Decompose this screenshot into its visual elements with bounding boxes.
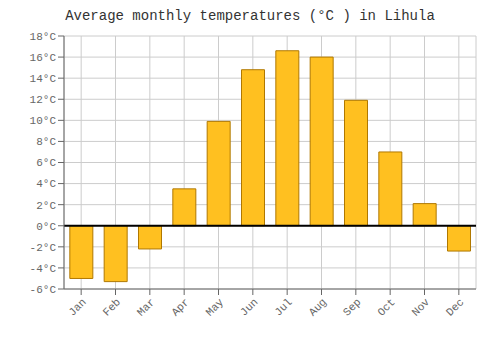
svg-text:10°C: 10°C	[30, 115, 57, 127]
svg-text:14°C: 14°C	[30, 73, 57, 85]
svg-text:-6°C: -6°C	[30, 284, 57, 296]
svg-text:Feb: Feb	[101, 296, 123, 318]
svg-text:4°C: 4°C	[36, 178, 56, 190]
svg-text:18°C: 18°C	[30, 31, 57, 43]
svg-text:Sep: Sep	[341, 296, 363, 318]
svg-text:Dec: Dec	[444, 296, 466, 318]
svg-text:Nov: Nov	[410, 296, 433, 319]
svg-text:12°C: 12°C	[30, 94, 57, 106]
svg-text:May: May	[204, 296, 227, 319]
svg-text:-4°C: -4°C	[30, 263, 57, 275]
svg-text:Jul: Jul	[272, 296, 294, 318]
svg-text:16°C: 16°C	[30, 52, 57, 64]
svg-text:Apr: Apr	[169, 296, 191, 318]
html-text:Average monthly temperatures (: Average monthly temperatures (°C ) in Li…	[65, 8, 435, 24]
svg-text:Jun: Jun	[238, 296, 260, 318]
svg-text:8°C: 8°C	[36, 136, 56, 148]
svg-text:6°C: 6°C	[36, 157, 56, 169]
svg-text:2°C: 2°C	[36, 200, 56, 212]
svg-text:-2°C: -2°C	[30, 242, 57, 254]
svg-text:Oct: Oct	[375, 296, 397, 318]
svg-text:Aug: Aug	[307, 296, 329, 318]
svg-text:Mar: Mar	[135, 296, 157, 318]
svg-text:Jan: Jan	[66, 296, 88, 318]
svg-text:0°C: 0°C	[36, 221, 56, 233]
